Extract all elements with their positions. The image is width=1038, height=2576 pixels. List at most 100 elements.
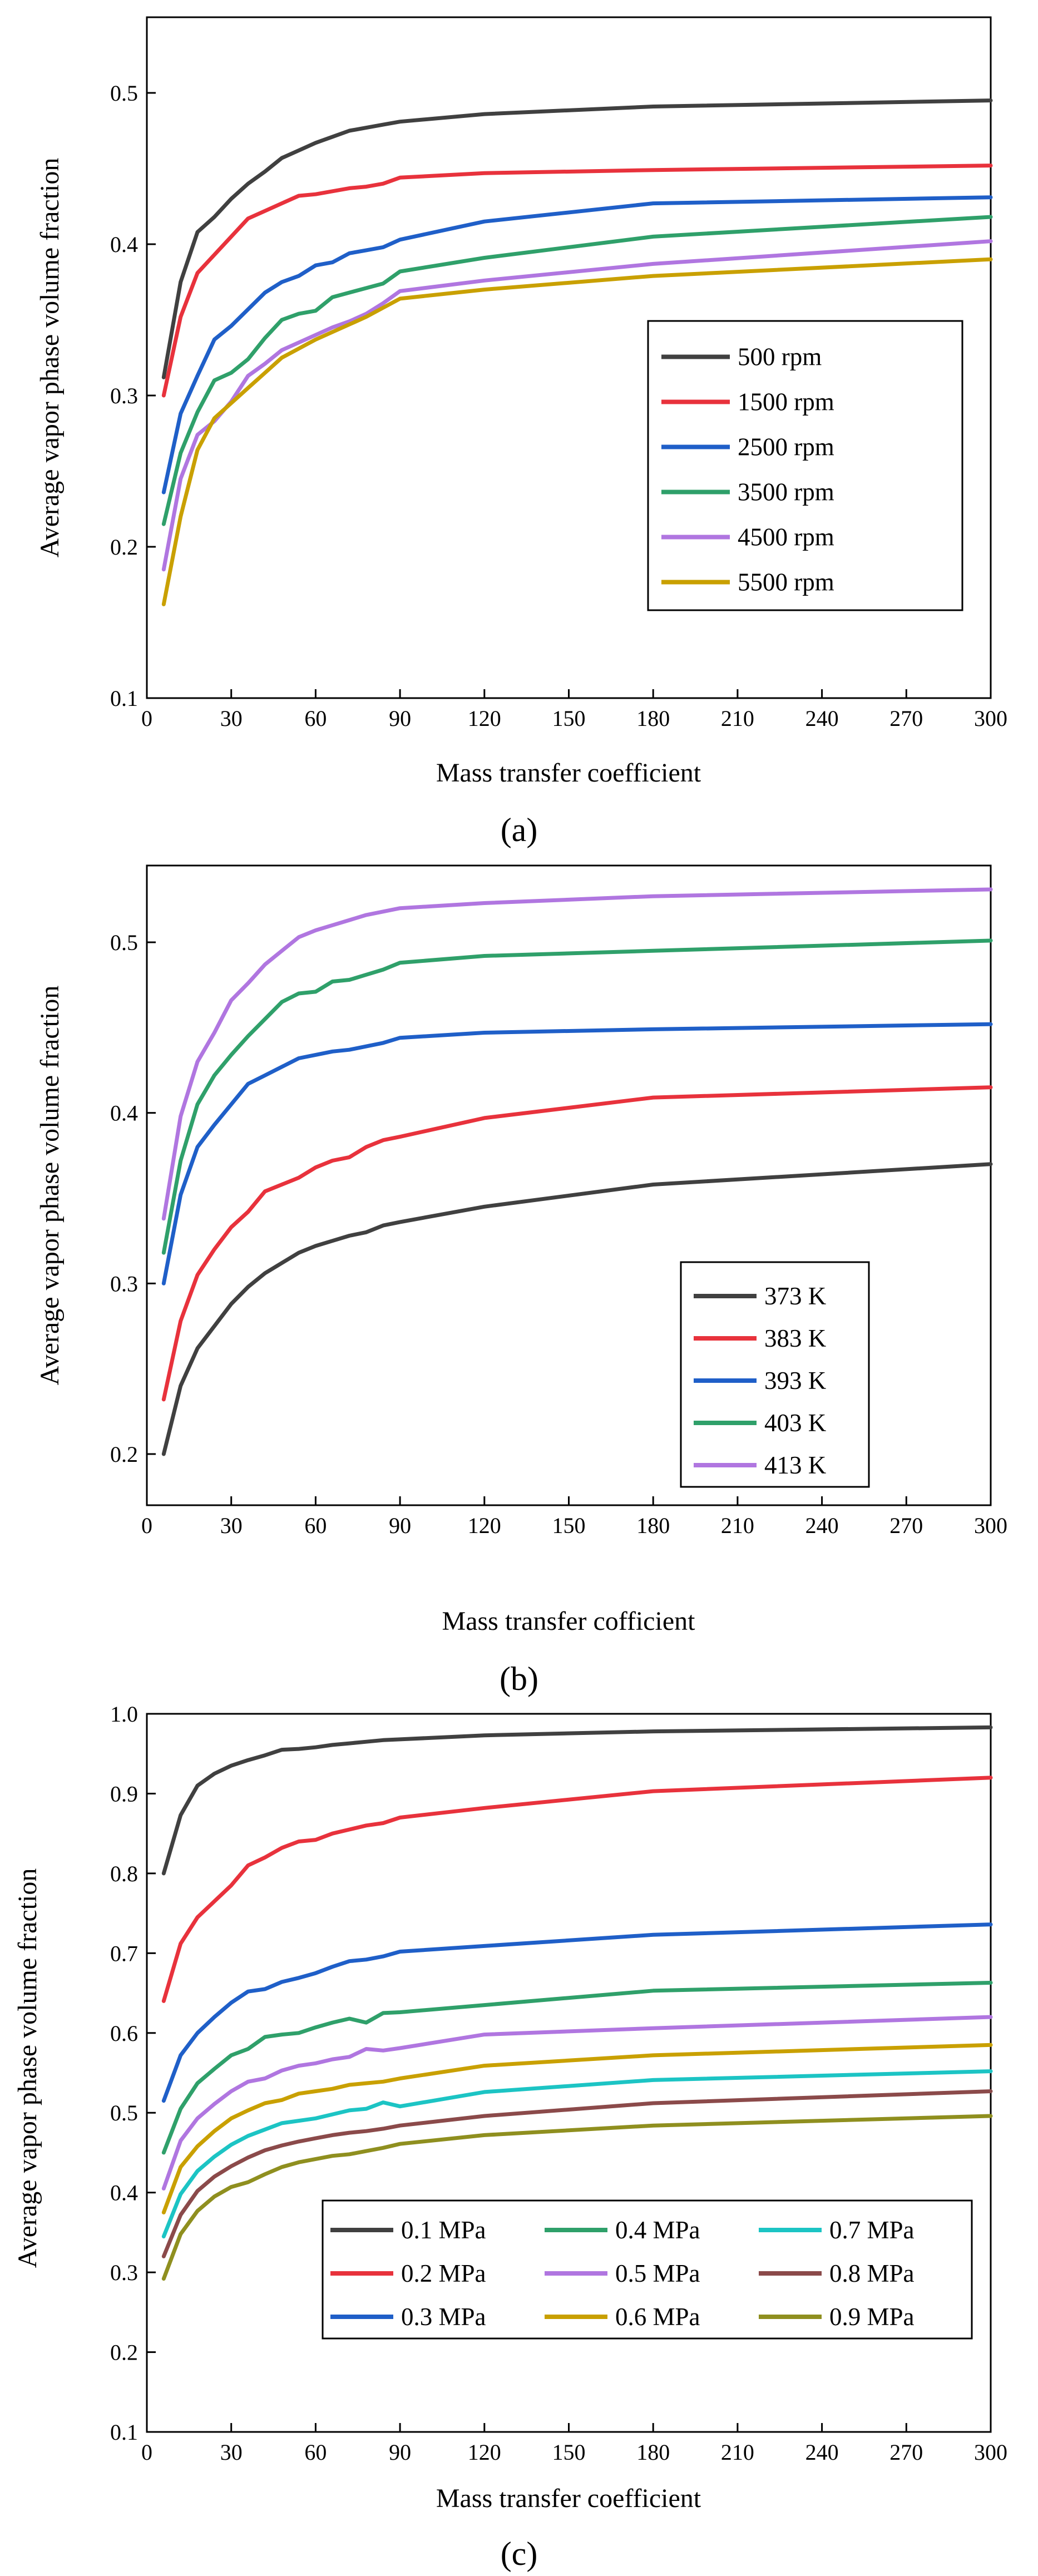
- panel-c-legend-box: [322, 2199, 973, 2340]
- panel-b-series-383-k: [161, 1085, 993, 1402]
- panel-c-series-0-6-mpa: [161, 2043, 993, 2214]
- panel-a-x-tick-label: 210: [721, 706, 754, 731]
- panel-b-legend-label-383-k: 383 K: [764, 1324, 827, 1352]
- panel-c-x-tick-label: 240: [805, 2440, 839, 2465]
- panel-b-x-tick-label: 90: [389, 1513, 411, 1538]
- panel-c-legend-label-0-6-mpa: 0.6 MPa: [615, 2303, 700, 2331]
- panel-b-x-tick-label: 150: [552, 1513, 586, 1538]
- panel-c-y-tick-label: 0.6: [110, 2021, 138, 2046]
- panel-a-legend: 500 rpm 1500 rpm 2500 rpm 3500 rpm 4500 rpm 5…: [647, 320, 963, 611]
- panel-b-legend-label-413-k: 413 K: [764, 1451, 827, 1479]
- panel-a-x-tick-label: 150: [552, 706, 586, 731]
- panel-b-y-tick-label: 0.4: [110, 1101, 138, 1126]
- panel-c-series-0-2-mpa: [161, 1776, 993, 2003]
- panel-c-x-tick-label: 120: [468, 2440, 501, 2465]
- panel-a-legend-label-2500-rpm: 2500 rpm: [738, 433, 834, 461]
- panel-c-legend: 0.1 MPa 0.2 MPa 0.3 MPa 0.4 MPa 0.5 MPa 0.6 M…: [322, 2199, 973, 2340]
- panel-a-x-tick-label: 240: [805, 706, 839, 731]
- panel-b-y-tick-label: 0.2: [110, 1442, 138, 1467]
- panel-c-x-tick-label: 300: [974, 2440, 1007, 2465]
- panel-c-y-tick-label: 0.3: [110, 2260, 138, 2285]
- panel-c-y-tick-label: 0.1: [110, 2420, 138, 2445]
- panel-b-legend-label-373-k: 373 K: [764, 1282, 827, 1310]
- panel-c-x-tick-label: 180: [636, 2440, 670, 2465]
- panel-a-series-3500-rpm: [161, 215, 993, 526]
- panel-a-series: [161, 98, 993, 606]
- panel-a-legend-label-4500-rpm: 4500 rpm: [738, 523, 834, 551]
- panel-c-series-0-7-mpa: [161, 2069, 993, 2239]
- panel-b-x-tick-label: 60: [304, 1513, 327, 1538]
- panel-a: Mass transfer coefficient Average vapor …: [35, 16, 1007, 848]
- panel-c-y-axis-label: Average vapor phase volume fraction: [13, 1868, 42, 2268]
- panel-c-legend-label-0-7-mpa: 0.7 MPa: [829, 2216, 915, 2244]
- panel-b-ticks: 0 30 60 90 120 150 180 210 240 270 300 0.2 0.3 0.4 0.5: [110, 930, 1007, 1538]
- panel-c-y-tick-label: 1.0: [110, 1702, 138, 1727]
- panel-c-y-tick-label: 0.7: [110, 1941, 138, 1966]
- panel-a-x-tick-label: 120: [468, 706, 501, 731]
- panel-b-y-tick-label: 0.3: [110, 1271, 138, 1296]
- panel-a-series-500-rpm: [161, 98, 993, 379]
- panel-a-legend-box: [647, 320, 963, 611]
- panel-b-series-413-k: [161, 887, 993, 1221]
- panel-a-y-axis-label: Average vapor phase volume fraction: [35, 158, 65, 558]
- panel-b-legend-label-393-k: 393 K: [764, 1367, 827, 1395]
- panel-a-label: (a): [501, 812, 538, 848]
- panel-c-legend-label-0-9-mpa: 0.9 MPa: [829, 2303, 915, 2331]
- panel-c-legend-label-0-8-mpa: 0.8 MPa: [829, 2259, 915, 2287]
- panel-a-y-tick-label: 0.2: [110, 535, 138, 560]
- panel-a-y-tick-label: 0.5: [110, 81, 138, 106]
- panel-b-legend-box: [680, 1261, 870, 1488]
- panel-b-x-tick-label: 120: [468, 1513, 501, 1538]
- panel-c-x-tick-label: 60: [304, 2440, 327, 2465]
- panel-b-series-393-k: [161, 1022, 993, 1285]
- panel-b-series-403-k: [161, 938, 993, 1255]
- panel-a-y-tick-label: 0.4: [110, 232, 138, 257]
- panel-a-x-tick-label: 60: [304, 706, 327, 731]
- panel-a-legend-label-500-rpm: 500 rpm: [738, 343, 822, 371]
- panel-c-ticks: 0 30 60 90 120 150 180 210 240 270 300 0.1 0.2 0.3 0.4…: [110, 1702, 1007, 2465]
- panel-a-legend-label-1500-rpm: 1500 rpm: [738, 388, 834, 416]
- panel-a-legend-label-3500-rpm: 3500 rpm: [738, 478, 834, 506]
- panel-c-y-tick-label: 0.8: [110, 1861, 138, 1886]
- panel-c-legend-label-0-5-mpa: 0.5 MPa: [615, 2259, 700, 2287]
- panel-c-legend-label-0-2-mpa: 0.2 MPa: [401, 2259, 486, 2287]
- panel-b-series-373-k: [161, 1162, 993, 1456]
- panel-c-y-tick-label: 0.2: [110, 2340, 138, 2365]
- panel-a-x-tick-label: 270: [889, 706, 923, 731]
- panel-a-series-5500-rpm: [161, 257, 993, 606]
- panel-b-x-axis-label: Mass transfer cofficient: [442, 1606, 696, 1636]
- panel-a-x-tick-label: 300: [974, 706, 1007, 731]
- panel-b: Mass transfer cofficient Average vapor p…: [35, 864, 1007, 1697]
- panel-c-series-0-9-mpa: [161, 2114, 993, 2281]
- panel-c-x-tick-label: 270: [889, 2440, 923, 2465]
- panel-b-legend: 373 K 383 K 393 K 403 K 413 K: [680, 1261, 870, 1488]
- panel-b-x-tick-label: 30: [220, 1513, 243, 1538]
- panel-a-series-1500-rpm: [161, 164, 993, 398]
- panel-b-label: (b): [500, 1660, 538, 1697]
- panel-c-y-tick-label: 0.4: [110, 2181, 138, 2206]
- panel-c-x-tick-label: 0: [141, 2440, 152, 2465]
- panel-a-series-2500-rpm: [161, 195, 993, 495]
- panel-a-x-tick-label: 0: [141, 706, 152, 731]
- panel-b-x-tick-label: 300: [974, 1513, 1007, 1538]
- panel-c-series-0-3-mpa: [161, 1922, 993, 2103]
- panel-c-series-0-8-mpa: [161, 2089, 993, 2258]
- panel-c-series-0-1-mpa: [161, 1725, 993, 1876]
- panel-c-x-tick-label: 30: [220, 2440, 243, 2465]
- panel-c-label: (c): [501, 2535, 538, 2572]
- panel-c-legend-label-0-1-mpa: 0.1 MPa: [401, 2216, 486, 2244]
- panel-b-series: [161, 887, 993, 1456]
- panel-b-y-axis-label: Average vapor phase volume fraction: [35, 986, 65, 1386]
- panel-c-series: [161, 1725, 993, 2281]
- panel-a-x-tick-label: 30: [220, 706, 243, 731]
- panel-c-x-axis-label: Mass transfer coefficient: [436, 2484, 701, 2513]
- panel-c-x-tick-label: 210: [721, 2440, 754, 2465]
- panel-a-x-axis-label: Mass transfer coefficient: [436, 758, 701, 788]
- panel-c-y-tick-label: 0.5: [110, 2100, 138, 2125]
- panel-b-x-tick-label: 180: [636, 1513, 670, 1538]
- panel-a-legend-label-5500-rpm: 5500 rpm: [738, 568, 834, 596]
- panel-c-x-tick-label: 90: [389, 2440, 411, 2465]
- panel-b-y-tick-label: 0.5: [110, 930, 138, 955]
- panel-a-y-tick-label: 0.3: [110, 383, 138, 408]
